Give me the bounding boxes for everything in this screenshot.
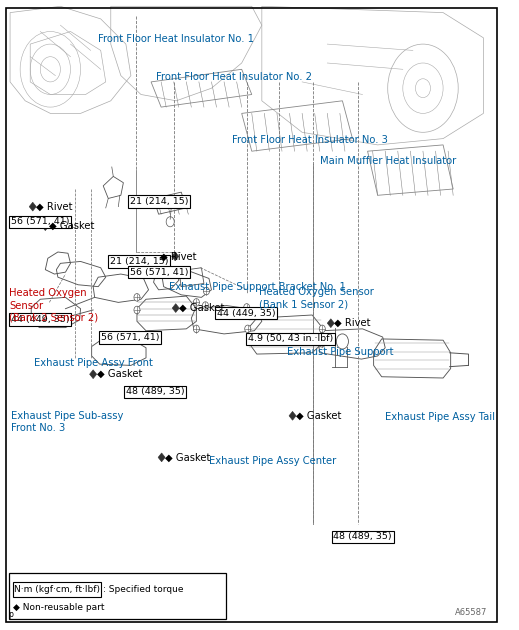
Text: Front Floor Heat Insulator No. 1: Front Floor Heat Insulator No. 1 — [98, 34, 254, 44]
Polygon shape — [289, 411, 296, 420]
Circle shape — [134, 306, 140, 314]
Text: ◆ Rivet: ◆ Rivet — [334, 318, 371, 328]
Text: ◆ Gasket: ◆ Gasket — [296, 411, 342, 421]
Text: 44 (449, 35): 44 (449, 35) — [11, 315, 70, 324]
Text: 44 (449, 35): 44 (449, 35) — [216, 309, 275, 318]
Text: A65587: A65587 — [455, 609, 487, 617]
Polygon shape — [327, 319, 334, 328]
Text: ◆ Gasket: ◆ Gasket — [165, 452, 211, 462]
Circle shape — [245, 325, 251, 333]
Circle shape — [203, 287, 210, 295]
Text: Exhaust Pipe Assy Tail: Exhaust Pipe Assy Tail — [385, 412, 495, 422]
Text: 56 (571, 41): 56 (571, 41) — [130, 268, 188, 277]
Text: ◆ Non-reusable part: ◆ Non-reusable part — [12, 603, 104, 612]
Text: 56 (571, 41): 56 (571, 41) — [101, 333, 159, 342]
Text: p: p — [8, 610, 13, 619]
Text: 48 (489, 35): 48 (489, 35) — [333, 532, 392, 541]
Text: ◆ Rivet: ◆ Rivet — [160, 251, 197, 261]
Polygon shape — [158, 453, 165, 462]
Bar — [12, 582, 101, 597]
Text: Exhaust Pipe Sub-assy
Front No. 3: Exhaust Pipe Sub-assy Front No. 3 — [11, 411, 124, 433]
Text: Exhaust Pipe Support: Exhaust Pipe Support — [287, 347, 393, 357]
Text: N·m (kgf·cm, ft·lbf): N·m (kgf·cm, ft·lbf) — [14, 585, 100, 594]
Text: Exhaust Pipe Assy Center: Exhaust Pipe Assy Center — [209, 455, 336, 466]
Text: ◆ Rivet: ◆ Rivet — [36, 202, 73, 212]
Text: ◆ Gasket: ◆ Gasket — [49, 221, 95, 231]
Circle shape — [194, 299, 199, 306]
Text: 21 (214, 15): 21 (214, 15) — [110, 257, 168, 266]
Circle shape — [319, 340, 325, 347]
Circle shape — [134, 294, 140, 301]
Text: Heated Oxygen
Sensor
(Bank 2 Sensor 2): Heated Oxygen Sensor (Bank 2 Sensor 2) — [9, 288, 98, 323]
Text: 48 (489, 35): 48 (489, 35) — [126, 387, 185, 396]
Polygon shape — [29, 202, 36, 211]
Circle shape — [202, 302, 209, 309]
Text: ◆ Gasket: ◆ Gasket — [179, 303, 224, 313]
Polygon shape — [90, 370, 97, 379]
Text: Exhaust Pipe Support Bracket No. 1: Exhaust Pipe Support Bracket No. 1 — [169, 282, 346, 292]
Polygon shape — [172, 252, 179, 261]
Polygon shape — [172, 304, 179, 312]
Text: Front Floor Heat Insulator No. 2: Front Floor Heat Insulator No. 2 — [156, 72, 312, 83]
Bar — [9, 573, 226, 619]
Text: 21 (214, 15): 21 (214, 15) — [130, 197, 188, 206]
Text: 56 (571, 41): 56 (571, 41) — [11, 217, 70, 226]
Circle shape — [194, 325, 199, 333]
Text: : Specified torque: : Specified torque — [103, 585, 183, 594]
Text: Exhaust Pipe Assy Front: Exhaust Pipe Assy Front — [34, 358, 153, 368]
Polygon shape — [42, 222, 49, 231]
Circle shape — [319, 325, 325, 333]
Text: ◆ Gasket: ◆ Gasket — [97, 369, 142, 379]
Text: Main Muffler Heat Insulator: Main Muffler Heat Insulator — [320, 156, 456, 166]
Text: Front Floor Heat Insulator No. 3: Front Floor Heat Insulator No. 3 — [231, 135, 388, 145]
Text: Heated Oxygen Sensor
(Bank 1 Sensor 2): Heated Oxygen Sensor (Bank 1 Sensor 2) — [260, 287, 374, 309]
Text: 4.9 (50, 43 in.·lbf): 4.9 (50, 43 in.·lbf) — [248, 335, 333, 343]
Circle shape — [244, 304, 250, 311]
